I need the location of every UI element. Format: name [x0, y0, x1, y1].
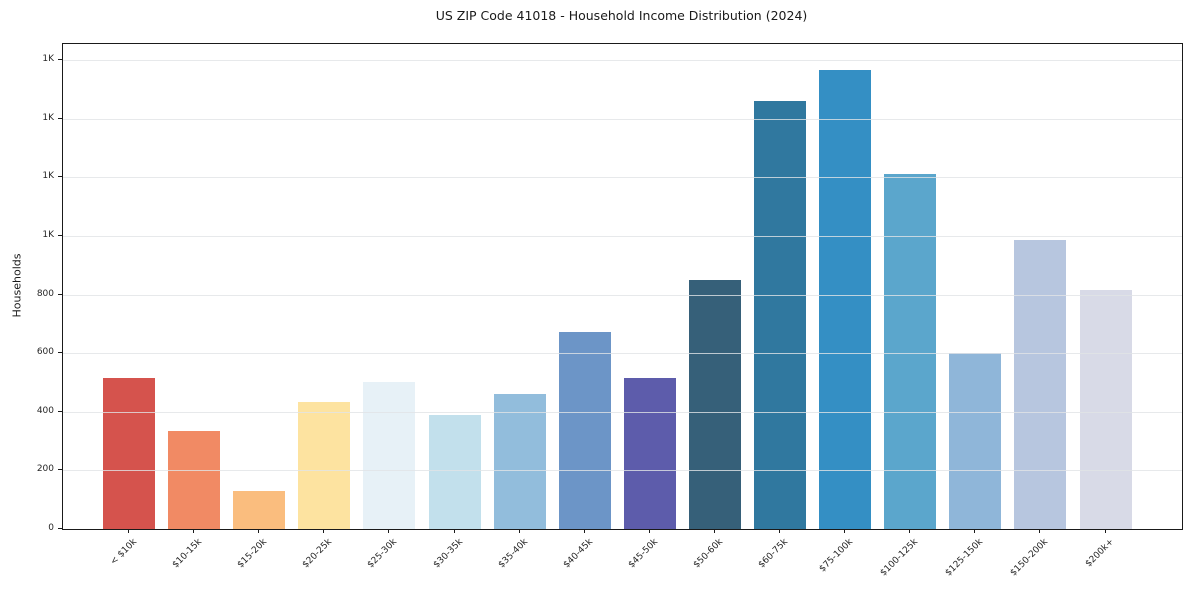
x-tick-label: $75-100k	[817, 537, 856, 575]
y-tick-mark	[58, 469, 62, 471]
x-tick-label: $200k+	[1083, 537, 1116, 570]
y-tick-label: 1K	[42, 54, 54, 65]
y-tick-mark	[58, 410, 62, 412]
y-tick-label: 200	[36, 464, 54, 475]
gridline-y-400	[63, 411, 1182, 413]
x-tick-label: $150-200k	[1009, 537, 1051, 579]
y-tick-mark	[58, 352, 62, 354]
y-tick-label: 0	[48, 523, 54, 533]
y-tick-mark	[58, 234, 62, 236]
x-tick-mark	[909, 529, 911, 533]
bar-40-45k	[558, 332, 611, 529]
x-tick-label: $60-75k	[756, 537, 791, 571]
x-tick-mark	[323, 529, 325, 533]
x-tick-mark	[128, 529, 129, 533]
y-tick-label: 600	[36, 347, 54, 358]
bar-200k	[1079, 289, 1132, 529]
x-tick-mark	[1104, 529, 1106, 533]
x-tick-mark	[583, 529, 585, 533]
y-axis-label: Households	[10, 253, 24, 318]
bar-35-40k	[493, 393, 546, 529]
gridline-y-800	[63, 294, 1182, 296]
x-tick-label: < $10k	[108, 537, 140, 568]
x-tick-mark	[974, 529, 976, 533]
x-tick-label: $35-40k	[496, 537, 530, 571]
x-tick-label: $40-45k	[561, 537, 595, 571]
y-tick-label: 400	[36, 405, 54, 416]
chart-title: US ZIP Code 41018 - Household Income Dis…	[435, 8, 808, 23]
gridline-y-1400	[63, 118, 1182, 120]
x-tick-mark	[779, 529, 780, 533]
x-tick-mark	[1039, 529, 1041, 533]
x-tick-label: $15-20k	[235, 537, 270, 571]
x-tick-mark	[388, 529, 390, 533]
bar-10-15k	[168, 430, 221, 529]
bar-150-200k	[1014, 240, 1067, 529]
gridline-y-1000	[63, 235, 1182, 237]
bar-125-150k	[949, 352, 1002, 529]
x-tick-mark	[193, 529, 195, 533]
bar-20-25k	[298, 401, 351, 529]
x-tick-label: $25-30k	[366, 537, 400, 571]
bar-60-75k	[754, 100, 806, 529]
y-tick-label: 1K	[42, 171, 54, 182]
bar-25-30k	[363, 382, 416, 529]
gridline-y-200	[63, 470, 1182, 472]
bar-15-20k	[233, 490, 286, 529]
y-tick-mark	[58, 59, 62, 61]
gridline-y-1600	[63, 60, 1182, 62]
y-tick-mark	[58, 293, 62, 295]
y-tick-mark	[58, 117, 62, 119]
x-tick-mark	[453, 529, 455, 533]
x-tick-mark	[258, 529, 260, 533]
x-tick-mark	[518, 529, 520, 533]
gridline-y-600	[63, 353, 1182, 355]
bar-10k	[103, 378, 155, 529]
y-tick-mark	[58, 528, 62, 529]
bar-45-50k	[623, 377, 676, 529]
x-tick-label: $50-60k	[691, 537, 725, 571]
y-tick-label: 1K	[42, 112, 54, 123]
x-tick-mark	[648, 529, 650, 533]
x-tick-label: $100-125k	[878, 537, 921, 579]
x-tick-label: $125-150k	[943, 537, 986, 579]
x-tick-mark	[713, 529, 715, 533]
bar-75-100k	[819, 69, 872, 529]
bar-100-125k	[884, 173, 937, 529]
y-tick-label: 1K	[42, 229, 54, 240]
x-tick-label: $30-35k	[431, 537, 465, 571]
x-tick-label: $20-25k	[301, 537, 335, 571]
x-tick-mark	[844, 529, 846, 533]
gridline-y-1200	[63, 177, 1182, 179]
bar-50-60k	[688, 279, 741, 529]
x-tick-label: $10-15k	[170, 537, 205, 571]
x-tick-label: $45-50k	[626, 537, 660, 571]
bar-30-35k	[428, 414, 481, 529]
plot-area	[62, 43, 1183, 530]
y-tick-mark	[58, 176, 62, 178]
y-tick-label: 800	[36, 288, 54, 299]
